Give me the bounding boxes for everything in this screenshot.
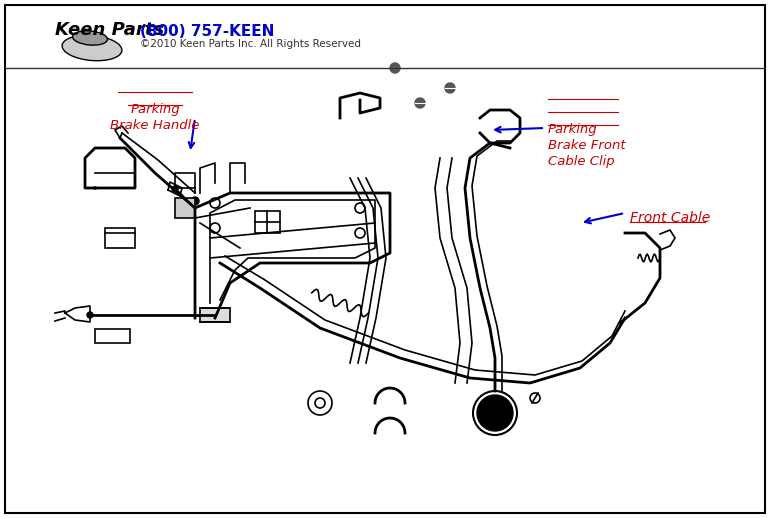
Circle shape: [390, 63, 400, 73]
Bar: [255, 211, 280, 233]
Text: ©2010 Keen Parts Inc. All Rights Reserved: ©2010 Keen Parts Inc. All Rights Reserve…: [140, 39, 361, 49]
Circle shape: [172, 186, 178, 192]
Circle shape: [477, 395, 513, 431]
Text: Keen Parts: Keen Parts: [55, 21, 164, 39]
Ellipse shape: [72, 31, 108, 45]
Text: Parking
Brake Front
Cable Clip: Parking Brake Front Cable Clip: [548, 123, 625, 168]
Text: Parking
Brake Handle: Parking Brake Handle: [110, 103, 199, 132]
Bar: [95, 329, 130, 343]
Text: Front Cable: Front Cable: [630, 211, 710, 225]
Circle shape: [415, 98, 425, 108]
Ellipse shape: [62, 35, 122, 61]
Text: (800) 757-KEEN: (800) 757-KEEN: [140, 23, 274, 38]
Circle shape: [191, 197, 199, 205]
Bar: [175, 198, 195, 218]
Bar: [200, 308, 230, 322]
Circle shape: [87, 312, 93, 318]
Circle shape: [445, 83, 455, 93]
Bar: [105, 228, 135, 248]
